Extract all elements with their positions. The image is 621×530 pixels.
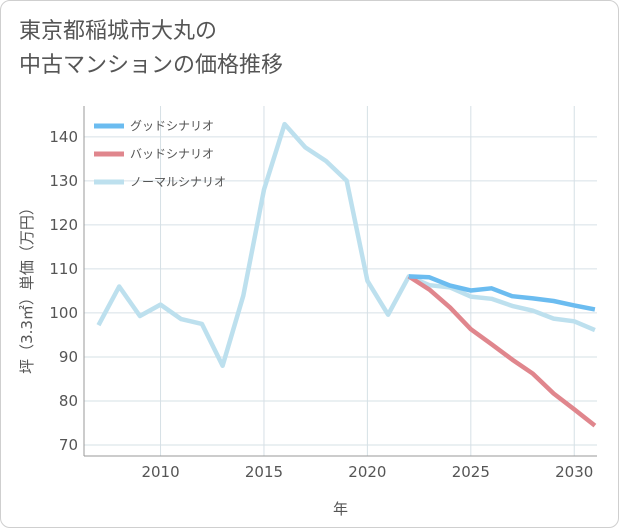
series-line (408, 274, 596, 312)
y-tick-label: 120 (49, 216, 78, 234)
legend-label: バッドシナリオ (130, 147, 214, 161)
x-tick-label: 2015 (245, 463, 283, 481)
y-tick-label: 90 (59, 348, 78, 366)
plot-area (84, 106, 597, 456)
y-tick-label: 140 (49, 128, 78, 146)
legend-label: ノーマルシナリオ (130, 175, 226, 189)
y-tick-label: 130 (49, 172, 78, 190)
legend-label: グッドシナリオ (130, 119, 214, 133)
series-line (407, 274, 597, 428)
y-tick-label: 100 (49, 304, 78, 322)
x-tick-label: 2020 (348, 463, 386, 481)
y-tick-label: 110 (49, 260, 78, 278)
x-axis-label: 年 (333, 500, 348, 518)
x-tick-label: 2025 (452, 463, 490, 481)
grid (84, 106, 597, 456)
series-lines (96, 121, 597, 428)
y-axis-label: 坪（3.3㎡）単価（万円） (18, 200, 36, 374)
x-tick-label: 2010 (141, 463, 179, 481)
x-tick-label: 2030 (555, 463, 593, 481)
y-tick-label: 80 (59, 392, 78, 410)
chart-title: 東京都稲城市大丸の 中古マンションの価格推移 (19, 19, 284, 78)
series-line (96, 121, 596, 368)
y-tick-label: 70 (59, 436, 78, 454)
axes: 70 80 90 100 110 120 130 140 2010 2015 2020 2025 203… (49, 106, 597, 481)
